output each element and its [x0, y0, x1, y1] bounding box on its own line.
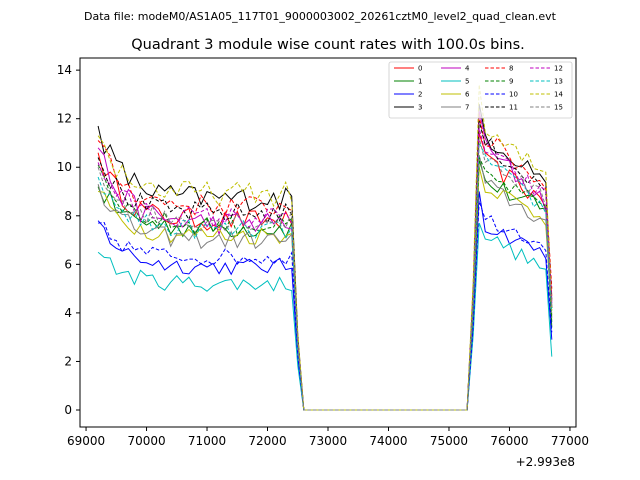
legend-label-15: 15 — [554, 104, 563, 112]
series-line-13 — [97, 141, 553, 411]
y-tick-label: 8 — [64, 209, 72, 223]
x-tick-label: 70000 — [127, 434, 165, 448]
series-line-8 — [97, 116, 553, 411]
y-axis: 0 2 4 6 8 10 12 14 — [57, 63, 80, 417]
y-tick-label: 4 — [64, 306, 72, 320]
x-tick-label: 76000 — [490, 434, 528, 448]
x-tick-label: 74000 — [369, 434, 407, 448]
series-line-3 — [97, 104, 553, 411]
suptitle: Data file: modeM0/AS1A05_117T01_90000030… — [84, 10, 557, 23]
series-line-9 — [97, 157, 553, 411]
legend-label-1: 1 — [418, 78, 422, 86]
legend-label-9: 9 — [509, 78, 513, 86]
series-line-15 — [97, 137, 553, 411]
y-tick-label: 0 — [64, 403, 72, 417]
legend-label-12: 12 — [554, 65, 563, 73]
series-line-7 — [97, 154, 553, 411]
y-tick-label: 6 — [64, 257, 72, 271]
legend-label-13: 13 — [554, 78, 563, 86]
legend-label-7: 7 — [465, 104, 469, 112]
legend-label-3: 3 — [418, 104, 422, 112]
legend-label-5: 5 — [465, 78, 469, 86]
series-line-10 — [98, 201, 553, 411]
y-tick-label: 2 — [64, 354, 72, 368]
x-tick-label: 73000 — [309, 434, 347, 448]
x-tick-label: 71000 — [188, 434, 226, 448]
x-tick-label: 77000 — [551, 434, 589, 448]
legend-label-14: 14 — [554, 91, 563, 99]
y-tick-label: 14 — [57, 63, 72, 77]
legend-label-11: 11 — [509, 104, 518, 112]
legend-label-0: 0 — [418, 65, 422, 73]
x-tick-label: 75000 — [430, 434, 468, 448]
y-tick-label: 10 — [57, 160, 72, 174]
legend-label-2: 2 — [418, 91, 422, 99]
series-line-1 — [97, 159, 553, 411]
x-axis: 69000 70000 71000 72000 73000 74000 75000 76000… — [67, 427, 589, 448]
chart-title: Quadrant 3 module wise count rates with … — [131, 37, 525, 53]
series-line-4 — [97, 111, 553, 411]
x-tick-label: 69000 — [67, 434, 105, 448]
legend-label-4: 4 — [465, 65, 470, 73]
series-line-14 — [97, 84, 553, 411]
legend-label-6: 6 — [465, 91, 470, 99]
legend-label-10: 10 — [509, 91, 518, 99]
legend-label-8: 8 — [509, 65, 513, 73]
plot-lines — [97, 84, 553, 411]
x-offset-label: +2.993e8 — [516, 455, 575, 469]
x-tick-label: 72000 — [248, 434, 286, 448]
series-line-11 — [97, 120, 553, 411]
y-tick-label: 12 — [57, 112, 72, 126]
legend-box — [388, 61, 573, 119]
